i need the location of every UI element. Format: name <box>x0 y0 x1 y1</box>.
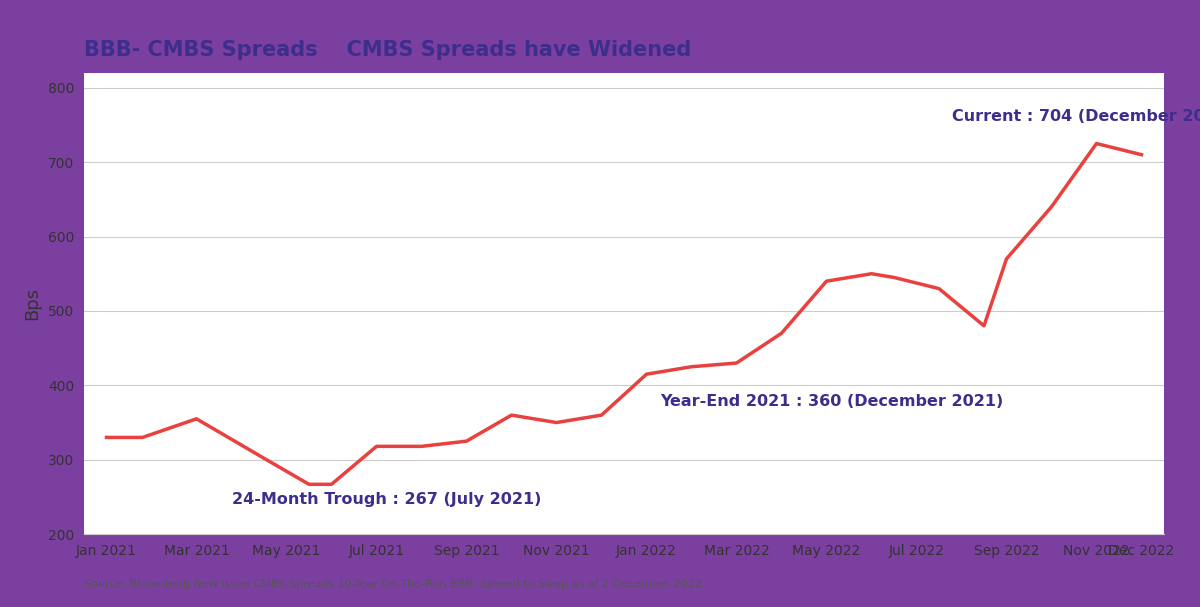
Text: BBB- CMBS Spreads    CMBS Spreads have Widened: BBB- CMBS Spreads CMBS Spreads have Wide… <box>84 40 691 60</box>
Text: 24-Month Trough : 267 (July 2021): 24-Month Trough : 267 (July 2021) <box>233 492 542 507</box>
Text: Current : 704 (December 2022): Current : 704 (December 2022) <box>953 109 1200 124</box>
Text: Year-End 2021 : 360 (December 2021): Year-End 2021 : 360 (December 2021) <box>660 394 1003 409</box>
Text: Source: Bloomberg New Issue CMBS Spreads 10-Year On-The-Run BBB- Spread to Swap : Source: Bloomberg New Issue CMBS Spreads… <box>84 579 702 589</box>
Y-axis label: Bps: Bps <box>23 287 41 320</box>
